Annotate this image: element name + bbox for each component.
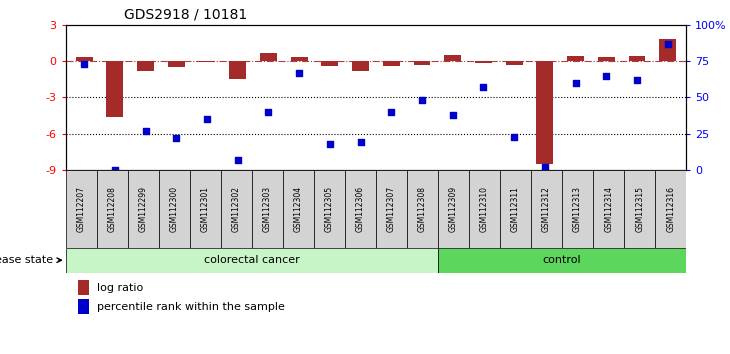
Bar (438, 170, 469, 248)
Text: control: control (543, 255, 581, 265)
Text: GSM112312: GSM112312 (542, 186, 551, 232)
Bar (190, 170, 220, 248)
Point (201, 116, 213, 122)
Point (508, 134, 520, 139)
Point (416, 97, 428, 103)
Text: GSM112305: GSM112305 (325, 186, 334, 232)
Bar (76, 57, 93, 61)
Bar (168, 61, 185, 67)
Bar (314, 170, 345, 248)
Bar (107, 61, 123, 117)
Bar (252, 170, 283, 248)
Point (263, 109, 274, 115)
Bar (598, 57, 615, 61)
Text: colorectal cancer: colorectal cancer (204, 255, 300, 265)
Bar (352, 61, 369, 71)
Text: GDS2918 / 10181: GDS2918 / 10181 (124, 7, 247, 21)
Point (109, 167, 120, 173)
Bar (66, 248, 438, 273)
Bar (562, 170, 593, 248)
Text: GSM112300: GSM112300 (170, 186, 179, 232)
Bar (656, 170, 686, 248)
Bar (383, 61, 400, 66)
Bar (407, 170, 438, 248)
Bar (531, 170, 562, 248)
Bar (469, 170, 500, 248)
Text: disease state: disease state (0, 255, 61, 265)
Bar (229, 61, 246, 79)
Bar (537, 61, 553, 164)
Text: GSM112315: GSM112315 (635, 186, 644, 232)
Point (293, 70, 305, 75)
Text: GSM112311: GSM112311 (511, 186, 520, 232)
Bar (96, 170, 128, 248)
Bar (78, 280, 89, 295)
Bar (199, 61, 215, 62)
Bar (321, 61, 338, 66)
Bar (66, 170, 96, 248)
Bar (158, 170, 190, 248)
Bar (659, 39, 676, 61)
Point (601, 73, 612, 78)
Bar (475, 61, 492, 63)
Text: GSM112302: GSM112302 (232, 186, 241, 232)
Bar (414, 61, 431, 65)
Point (139, 128, 151, 133)
Point (170, 135, 182, 141)
Text: GSM112308: GSM112308 (418, 186, 427, 232)
Bar (438, 248, 686, 273)
Point (539, 164, 550, 170)
Text: GSM112208: GSM112208 (108, 186, 117, 232)
Point (385, 109, 397, 115)
Bar (291, 57, 307, 61)
Bar (220, 170, 252, 248)
Point (631, 77, 643, 83)
Bar (624, 170, 656, 248)
Text: GSM112313: GSM112313 (573, 186, 582, 232)
Text: GSM112301: GSM112301 (201, 186, 210, 232)
Bar (445, 55, 461, 61)
Point (662, 41, 674, 46)
Text: GSM112299: GSM112299 (139, 186, 147, 232)
Bar (283, 170, 314, 248)
Bar (593, 170, 624, 248)
Text: GSM112303: GSM112303 (263, 186, 272, 232)
Text: GSM112310: GSM112310 (480, 186, 489, 232)
Bar (567, 56, 584, 61)
Bar (137, 61, 154, 71)
Point (570, 80, 582, 86)
Text: GSM112207: GSM112207 (77, 186, 85, 232)
Point (78, 61, 90, 67)
Bar (260, 53, 277, 61)
Bar (500, 170, 531, 248)
Point (324, 141, 336, 147)
Text: GSM112314: GSM112314 (604, 186, 613, 232)
Point (447, 112, 458, 118)
Bar (78, 299, 89, 314)
Text: GSM112306: GSM112306 (356, 186, 365, 232)
Text: GSM112307: GSM112307 (387, 186, 396, 232)
Bar (376, 170, 407, 248)
Bar (506, 61, 523, 65)
Point (232, 157, 244, 162)
Bar (629, 56, 645, 61)
Text: percentile rank within the sample: percentile rank within the sample (96, 302, 285, 312)
Text: GSM112316: GSM112316 (666, 186, 675, 232)
Bar (345, 170, 376, 248)
Point (477, 84, 489, 90)
Text: GSM112309: GSM112309 (449, 186, 458, 232)
Text: log ratio: log ratio (96, 283, 143, 293)
Text: GSM112304: GSM112304 (294, 186, 303, 232)
Point (355, 139, 366, 145)
Bar (128, 170, 159, 248)
